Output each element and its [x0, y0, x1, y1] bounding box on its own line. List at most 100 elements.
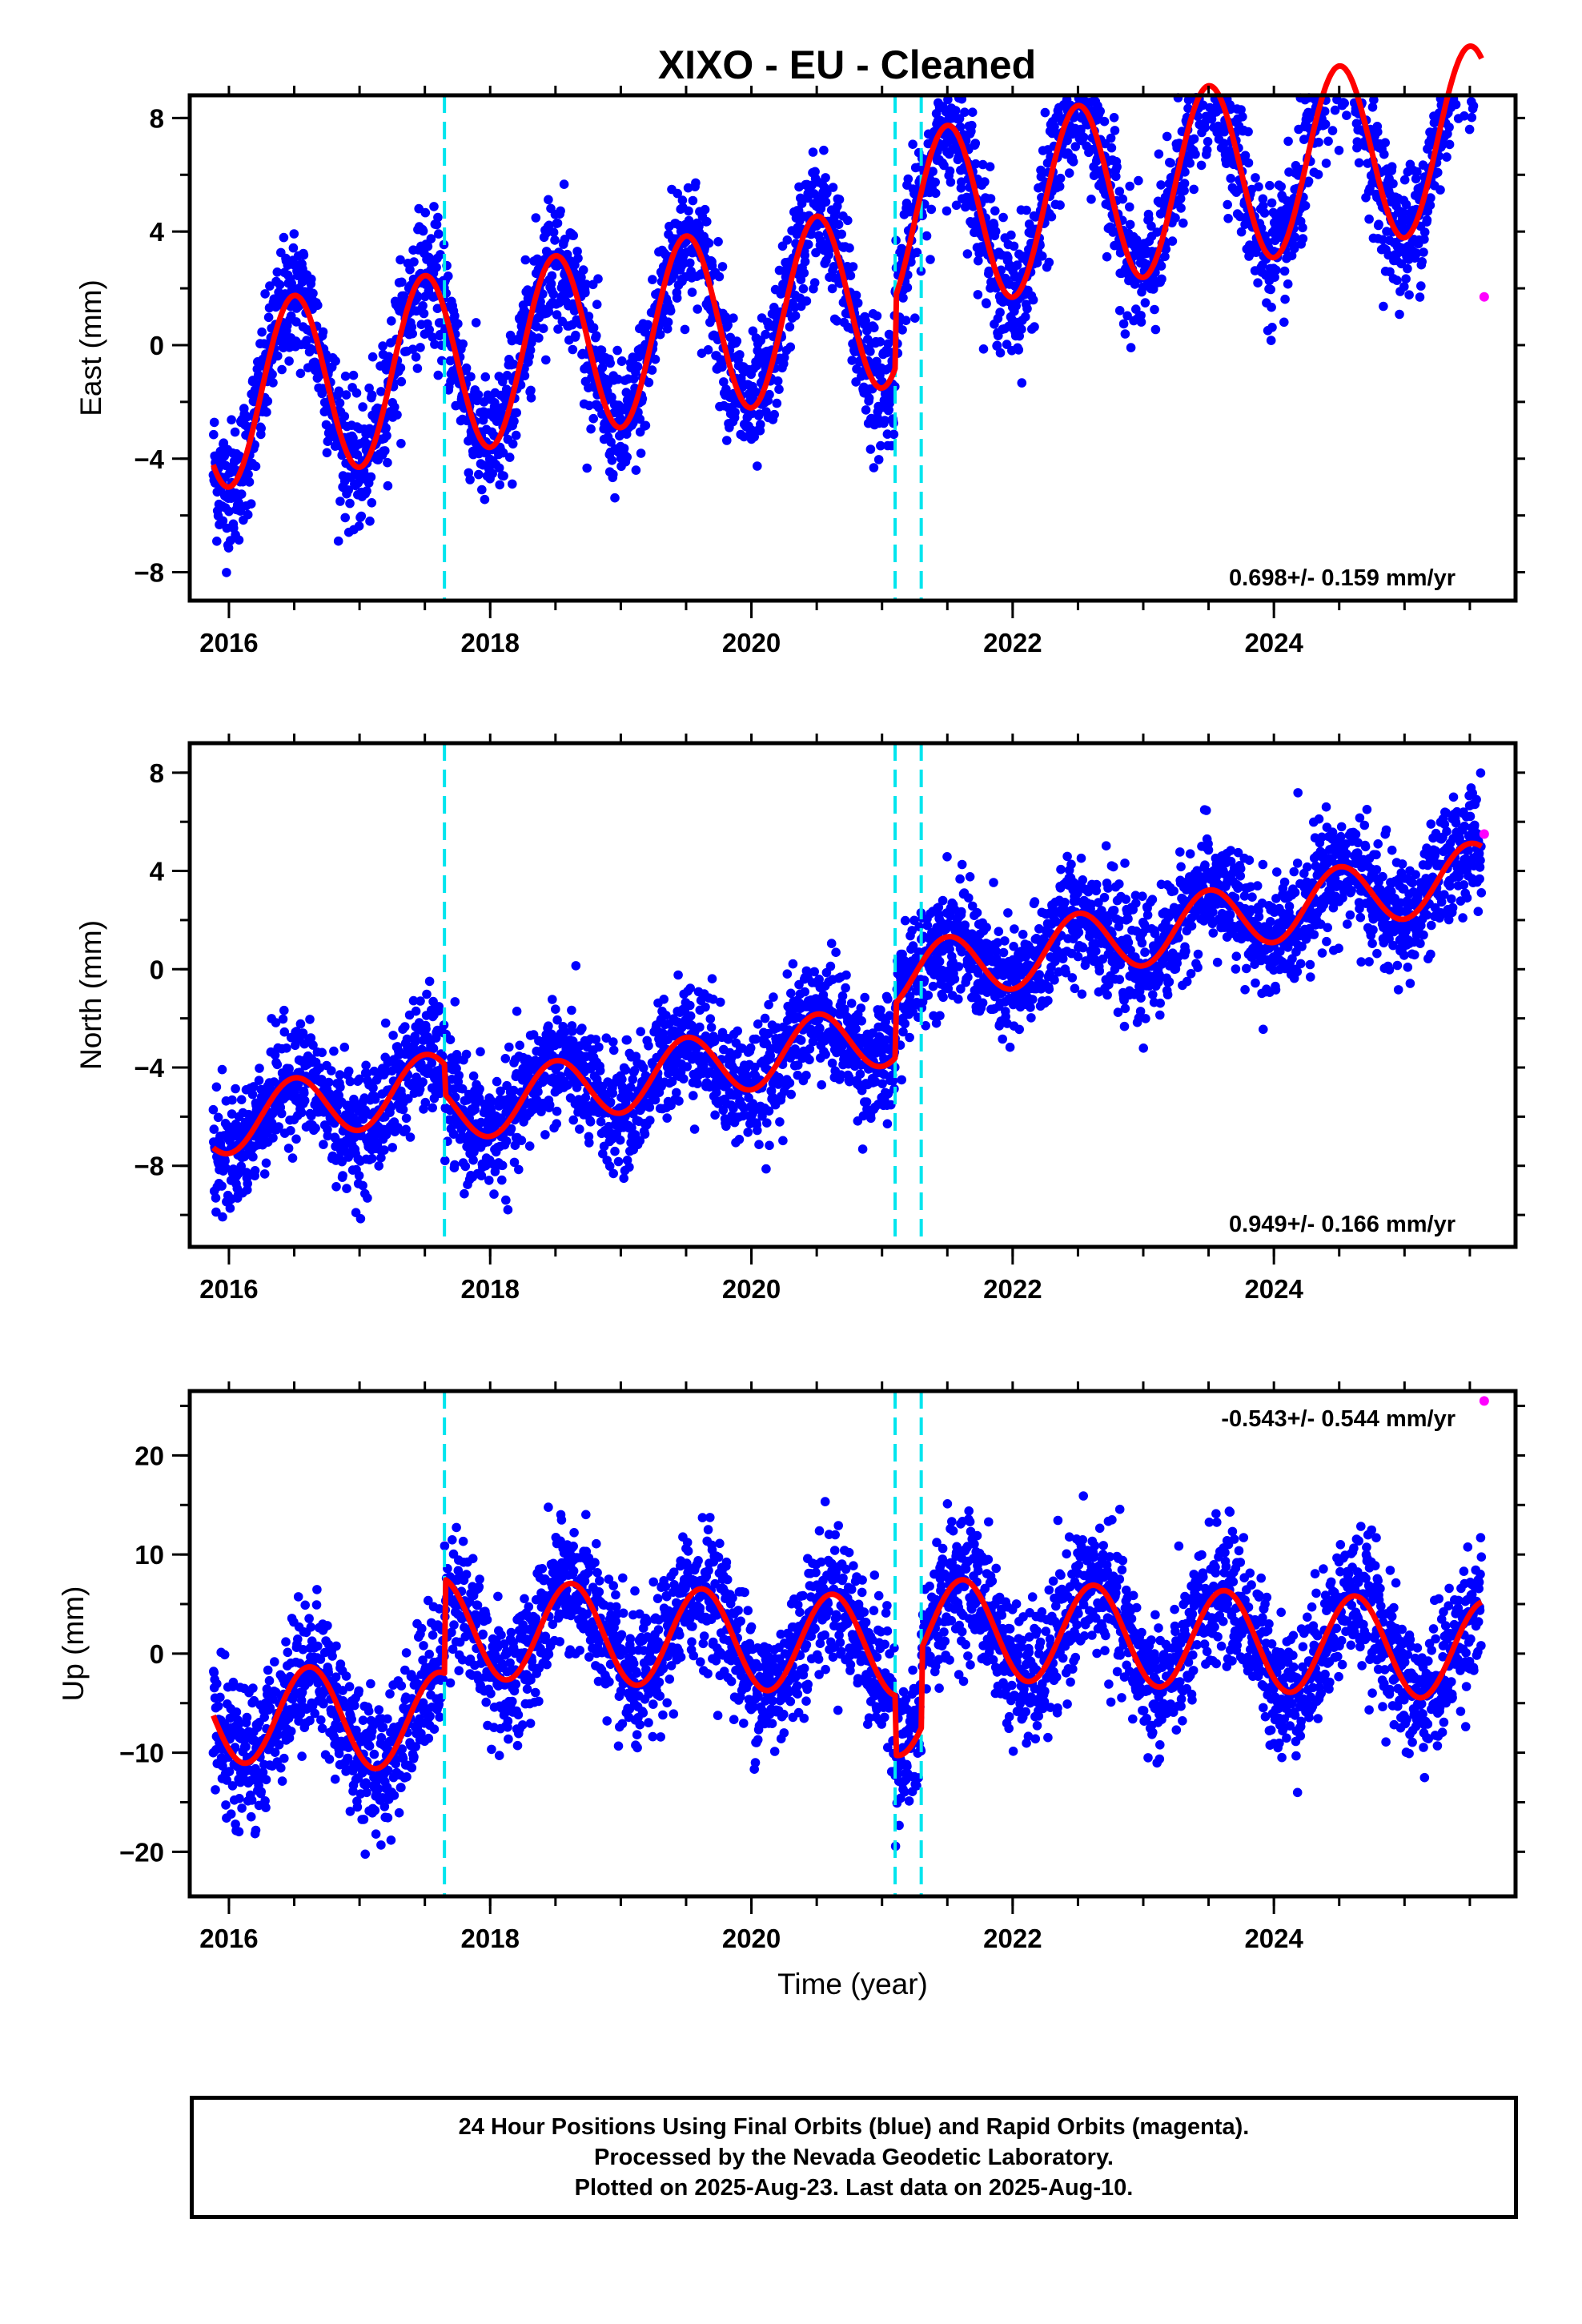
final-orbit-point — [995, 308, 1005, 317]
final-orbit-point — [484, 1176, 494, 1185]
final-orbit-point — [673, 293, 682, 303]
final-orbit-point — [358, 1181, 367, 1191]
final-orbit-point — [262, 1159, 271, 1168]
final-orbit-point — [331, 356, 340, 366]
final-orbit-point — [1110, 113, 1119, 123]
final-orbit-point — [504, 1043, 514, 1052]
final-orbit-point — [640, 1129, 650, 1139]
final-orbit-point — [340, 412, 350, 421]
final-orbit-point — [632, 465, 641, 475]
final-orbit-point — [411, 1037, 420, 1047]
final-orbit-point — [209, 1105, 219, 1115]
final-orbit-point — [852, 291, 861, 300]
final-orbit-point — [624, 1163, 634, 1172]
final-orbit-point — [622, 452, 632, 462]
final-orbit-point — [290, 229, 299, 239]
final-orbit-point — [335, 398, 345, 408]
final-orbit-point — [275, 280, 285, 290]
final-orbit-point — [662, 1113, 672, 1123]
final-orbit-point — [979, 344, 989, 354]
final-orbit-point — [508, 480, 517, 489]
final-orbit-point — [264, 313, 274, 323]
final-orbit-point — [284, 356, 294, 366]
final-orbit-point — [334, 537, 343, 546]
final-orbit-point — [1271, 266, 1281, 275]
final-orbit-point — [1137, 317, 1146, 327]
final-orbit-point — [931, 189, 941, 199]
final-orbit-point — [865, 393, 874, 403]
final-orbit-point — [621, 1065, 631, 1075]
final-orbit-point — [1102, 252, 1112, 262]
final-orbit-point — [472, 318, 481, 328]
y-tick-label: −8 — [134, 558, 164, 588]
final-orbit-point — [971, 139, 981, 148]
final-orbit-point — [1038, 251, 1047, 261]
final-orbit-point — [256, 424, 266, 433]
final-orbit-point — [400, 1022, 410, 1031]
final-orbit-point — [532, 213, 541, 223]
final-orbit-point — [679, 1074, 689, 1084]
final-orbit-point — [262, 408, 271, 417]
final-orbit-point — [922, 231, 932, 241]
final-orbit-point — [608, 1088, 618, 1098]
final-orbit-point — [688, 287, 697, 297]
final-orbit-point — [596, 1066, 605, 1076]
final-orbit-point — [541, 356, 551, 365]
final-orbit-point — [705, 239, 714, 248]
final-orbit-point — [392, 410, 402, 420]
final-orbit-point — [495, 480, 504, 490]
final-orbit-point — [251, 1166, 260, 1176]
final-orbit-point — [434, 229, 444, 239]
final-orbit-point — [282, 1043, 291, 1053]
final-orbit-point — [356, 1214, 366, 1224]
final-orbit-point — [237, 1095, 247, 1104]
final-orbit-point — [990, 207, 1000, 216]
final-orbit-point — [374, 1161, 383, 1171]
final-orbit-point — [1364, 215, 1374, 224]
final-orbit-point — [422, 990, 432, 999]
final-orbit-point — [1126, 343, 1136, 352]
final-orbit-point — [1321, 119, 1331, 129]
final-orbit-point — [231, 428, 240, 437]
final-orbit-point — [358, 402, 367, 412]
final-orbit-point — [996, 348, 1006, 358]
final-orbit-point — [476, 1047, 485, 1057]
final-orbit-point — [1335, 146, 1344, 155]
final-orbit-point — [1166, 159, 1175, 168]
final-orbit-point — [388, 1031, 398, 1040]
final-orbit-point — [729, 313, 738, 323]
final-orbit-point — [509, 416, 519, 426]
final-orbit-point — [1265, 181, 1275, 191]
final-orbit-point — [1022, 304, 1032, 314]
final-orbit-point — [1417, 257, 1427, 267]
final-orbit-point — [1010, 242, 1019, 251]
final-orbit-point — [1186, 159, 1195, 168]
final-orbit-point — [986, 194, 996, 203]
final-orbit-point — [1134, 176, 1143, 186]
final-orbit-point — [869, 463, 879, 472]
final-orbit-point — [869, 323, 879, 332]
final-orbit-point — [608, 1037, 618, 1047]
final-orbit-point — [685, 1001, 695, 1011]
final-orbit-point — [666, 306, 676, 316]
final-orbit-point — [1065, 168, 1074, 178]
final-orbit-point — [1162, 132, 1172, 142]
final-orbit-point — [612, 346, 622, 356]
final-orbit-point — [474, 390, 484, 400]
final-orbit-point — [926, 255, 935, 264]
final-orbit-point — [462, 1050, 472, 1059]
final-orbit-point — [710, 1111, 720, 1120]
final-orbit-point — [440, 1156, 450, 1166]
final-orbit-point — [329, 1047, 339, 1056]
final-orbit-point — [575, 1124, 584, 1134]
final-orbit-point — [296, 1019, 306, 1029]
y-axis-label: East (mm) — [74, 279, 107, 416]
final-orbit-point — [835, 195, 845, 204]
final-orbit-point — [786, 343, 796, 352]
final-orbit-point — [520, 371, 530, 380]
final-orbit-point — [468, 1156, 478, 1165]
final-orbit-point — [568, 231, 578, 240]
final-orbit-point — [268, 1133, 278, 1143]
final-orbit-point — [1415, 292, 1425, 302]
final-orbit-point — [718, 262, 728, 271]
